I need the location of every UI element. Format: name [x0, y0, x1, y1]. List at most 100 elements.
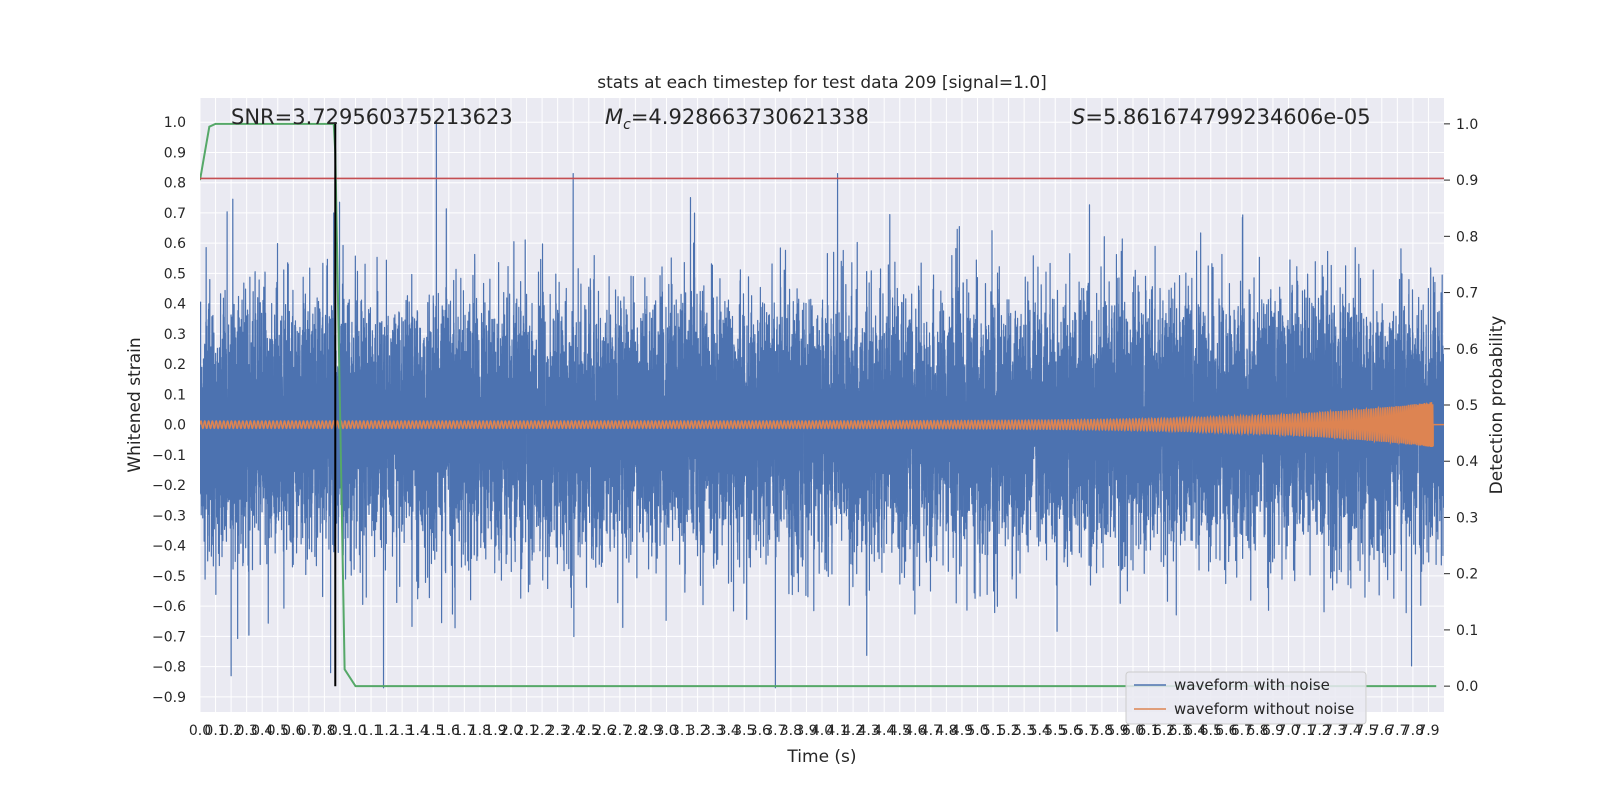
y-tick-label: 0.1	[164, 387, 186, 403]
x-tick-label: 4.6	[904, 723, 926, 739]
x-tick-label: 2.2	[531, 723, 553, 739]
y2-axis-ticks: 0.0 0.1 0.2 0.3 0.4 0.5 0.6 0.7 0.8 0.9 1.0	[1444, 117, 1478, 695]
x-tick-label: 5.7	[1075, 723, 1097, 739]
y2-tick-label: 0.8	[1456, 229, 1478, 245]
x-tick-label: 2.8	[624, 723, 646, 739]
x-tick-label: 4.0	[811, 723, 833, 739]
x-tick-label: 0.4	[251, 723, 273, 739]
x-tick-label: 4.3	[858, 723, 880, 739]
y-tick-label: −0.6	[152, 599, 186, 615]
x-tick-label: 1.6	[438, 723, 460, 739]
legend-label-clean: waveform without noise	[1174, 700, 1354, 718]
y2-tick-label: 1.0	[1456, 117, 1478, 133]
x-tick-label: 7.6	[1371, 723, 1393, 739]
y-tick-label: 0.0	[164, 418, 186, 434]
x-tick-label: 7.1	[1293, 723, 1315, 739]
x-tick-label: 2.5	[578, 723, 600, 739]
x-tick-label: 7.5	[1355, 723, 1377, 739]
y-tick-label: −0.1	[152, 448, 186, 464]
x-tick-label: 6.9	[1262, 723, 1284, 739]
y-axis-label: Whitened strain	[125, 337, 145, 472]
y-tick-label: −0.4	[152, 539, 186, 555]
x-tick-label: 1.1	[360, 723, 382, 739]
y-tick-label: −0.9	[152, 690, 186, 706]
series-layer	[200, 121, 1444, 689]
x-tick-label: 5.3	[1013, 723, 1035, 739]
y-tick-label: 0.6	[164, 236, 186, 252]
legend-box	[1125, 671, 1367, 725]
x-tick-label: 7.4	[1340, 723, 1362, 739]
x-tick-label: 6.4	[1184, 723, 1206, 739]
series-waveform-with-noise	[200, 121, 1444, 689]
x-tick-label: 6.1	[1137, 723, 1159, 739]
x-tick-label: 7.8	[1402, 723, 1424, 739]
chart-title: stats at each timestep for test data 209…	[597, 73, 1047, 93]
annotation-s-symbol: S	[1072, 105, 1085, 129]
y-tick-label: −0.5	[152, 569, 186, 585]
x-tick-label: 4.2	[842, 723, 864, 739]
x-tick-label: 3.7	[764, 723, 786, 739]
x-tick-label: 6.7	[1231, 723, 1253, 739]
x-tick-label: 1.4	[407, 723, 429, 739]
x-tick-label: 5.2	[997, 723, 1019, 739]
x-axis-ticks: 0.00.10.20.30.40.50.60.70.80.91.01.11.21…	[189, 723, 1440, 739]
x-tick-label: 7.9	[1417, 723, 1439, 739]
x-tick-label: 6.6	[1215, 723, 1237, 739]
y2-tick-label: 0.4	[1456, 454, 1478, 470]
x-tick-label: 5.5	[1044, 723, 1066, 739]
x-tick-label: 5.0	[966, 723, 988, 739]
x-tick-label: 3.3	[702, 723, 724, 739]
x-tick-label: 3.2	[686, 723, 708, 739]
x-tick-label: 4.5	[889, 723, 911, 739]
x-tick-label: 6.3	[1169, 723, 1191, 739]
y-tick-label: 1.0	[164, 115, 186, 131]
x-tick-label: 5.1	[982, 723, 1004, 739]
y-tick-label: −0.8	[152, 660, 186, 676]
x-tick-label: 2.3	[547, 723, 569, 739]
x-tick-label: 5.4	[1029, 723, 1051, 739]
annotation-chirp-mass-sub: c	[623, 117, 631, 133]
x-tick-label: 4.8	[935, 723, 957, 739]
y-tick-label: 0.7	[164, 206, 186, 222]
x-tick-label: 0.2	[220, 723, 242, 739]
x-tick-label: 3.5	[733, 723, 755, 739]
y-tick-label: 0.8	[164, 176, 186, 192]
x-tick-label: 0.5	[267, 723, 289, 739]
y2-tick-label: 0.9	[1456, 173, 1478, 189]
x-tick-label: 6.5	[1200, 723, 1222, 739]
x-tick-label: 2.1	[515, 723, 537, 739]
x-tick-label: 3.0	[655, 723, 677, 739]
x-tick-label: 3.4	[718, 723, 740, 739]
x-tick-label: 7.2	[1308, 723, 1330, 739]
x-tick-label: 2.9	[640, 723, 662, 739]
legend: waveform with noise waveform without noi…	[1125, 671, 1367, 725]
x-tick-label: 7.0	[1277, 723, 1299, 739]
y-tick-label: 0.5	[164, 266, 186, 282]
x-tick-label: 1.5	[422, 723, 444, 739]
legend-label-noise: waveform with noise	[1174, 676, 1330, 694]
x-tick-label: 1.2	[375, 723, 397, 739]
x-tick-label: 4.9	[951, 723, 973, 739]
x-tick-label: 4.1	[826, 723, 848, 739]
x-tick-label: 4.4	[873, 723, 895, 739]
y-tick-label: −0.3	[152, 508, 186, 524]
x-tick-label: 2.4	[562, 723, 584, 739]
x-tick-label: 4.7	[920, 723, 942, 739]
annotation-s: S=5.861674799234606e-05	[1072, 105, 1371, 129]
y-tick-label: −0.7	[152, 629, 186, 645]
y2-tick-label: 0.1	[1456, 623, 1478, 639]
x-tick-label: 1.9	[484, 723, 506, 739]
y-axis-ticks: −0.9 −0.8 −0.7 −0.6 −0.5 −0.4 −0.3 −0.2 −0.1 0.0 0…	[152, 115, 186, 706]
y2-tick-label: 0.5	[1456, 398, 1478, 414]
x-tick-label: 1.3	[391, 723, 413, 739]
x-tick-label: 0.0	[189, 723, 211, 739]
y-tick-label: 0.3	[164, 327, 186, 343]
y-tick-label: 0.4	[164, 297, 186, 313]
x-tick-label: 0.3	[236, 723, 258, 739]
annotation-snr: SNR=3.729560375213623	[231, 105, 513, 129]
x-tick-label: 1.8	[469, 723, 491, 739]
x-tick-label: 5.6	[1060, 723, 1082, 739]
y-tick-label: −0.2	[152, 478, 186, 494]
y2-tick-label: 0.7	[1456, 286, 1478, 302]
x-tick-label: 1.7	[453, 723, 475, 739]
